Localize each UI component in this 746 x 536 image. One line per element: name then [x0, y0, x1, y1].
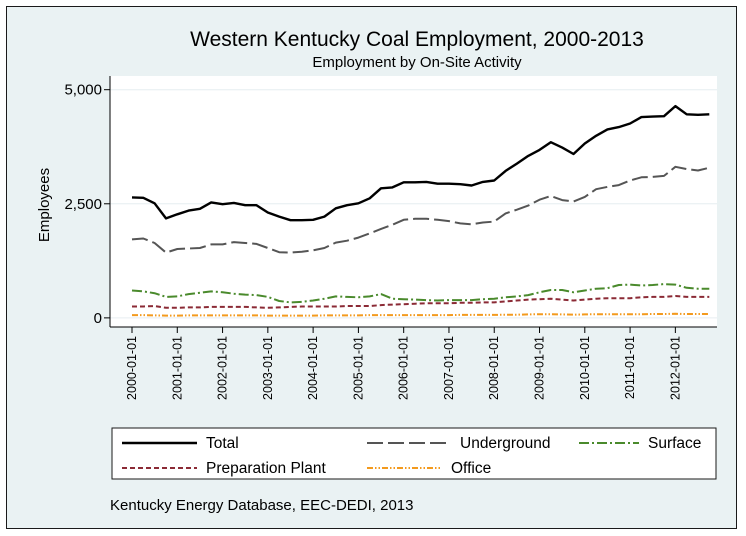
legend-label: Total [206, 435, 239, 452]
legend-label: Surface [648, 435, 701, 452]
x-tick-label: 2004-01-01 [306, 336, 320, 400]
legend: Total Underground Surface Preparation Plant… [122, 435, 701, 477]
x-tick-label: 2000-01-01 [125, 336, 139, 400]
x-tick-label: 2003-01-01 [261, 336, 275, 400]
legend-label: Preparation Plant [206, 460, 326, 477]
y-axis-label: Employees [36, 168, 53, 242]
x-tick-label: 2002-01-01 [216, 336, 230, 400]
y-tick-label: 2,500 [64, 196, 102, 213]
series-line-total [131, 104, 710, 222]
y-tick-label: 5,000 [64, 82, 102, 99]
x-axis: 2000-01-01 2001-01-01 2002-01-01 2003-01-01… [110, 326, 717, 400]
y-tick-label: 0 [94, 310, 102, 327]
x-tick-label: 2012-01-01 [668, 336, 682, 400]
plot-area [110, 76, 717, 327]
x-tick-label: 2006-01-01 [397, 336, 411, 400]
series-line-underground [131, 165, 710, 254]
chart-title: Western Kentucky Coal Employment, 2000-2… [190, 28, 644, 51]
legend-box [111, 427, 717, 480]
x-tick-label: 2007-01-01 [442, 336, 456, 400]
line-chart: Western Kentucky Coal Employment, 2000-2… [36, 28, 717, 514]
x-tick-label: 2010-01-01 [578, 336, 592, 400]
chart-subtitle: Employment by On-Site Activity [312, 54, 522, 71]
source-note: Kentucky Energy Database, EEC-DEDI, 2013 [110, 497, 414, 514]
legend-label: Underground [460, 435, 550, 452]
x-tick-label: 2001-01-01 [170, 336, 184, 400]
series-line-preparation-plant [132, 295, 710, 309]
chart-frame: Western Kentucky Coal Employment, 2000-2… [6, 6, 737, 529]
x-tick-label: 2009-01-01 [533, 336, 547, 400]
series-lines [131, 104, 710, 317]
x-tick-label: 2005-01-01 [351, 336, 365, 400]
x-tick-label: 2008-01-01 [487, 336, 501, 400]
series-line-surface [131, 283, 710, 304]
legend-label: Office [451, 460, 491, 477]
x-tick-label: 2011-01-01 [623, 336, 637, 399]
series-line-office [132, 312, 710, 317]
y-axis: 0 2,500 5,000 [64, 76, 111, 327]
